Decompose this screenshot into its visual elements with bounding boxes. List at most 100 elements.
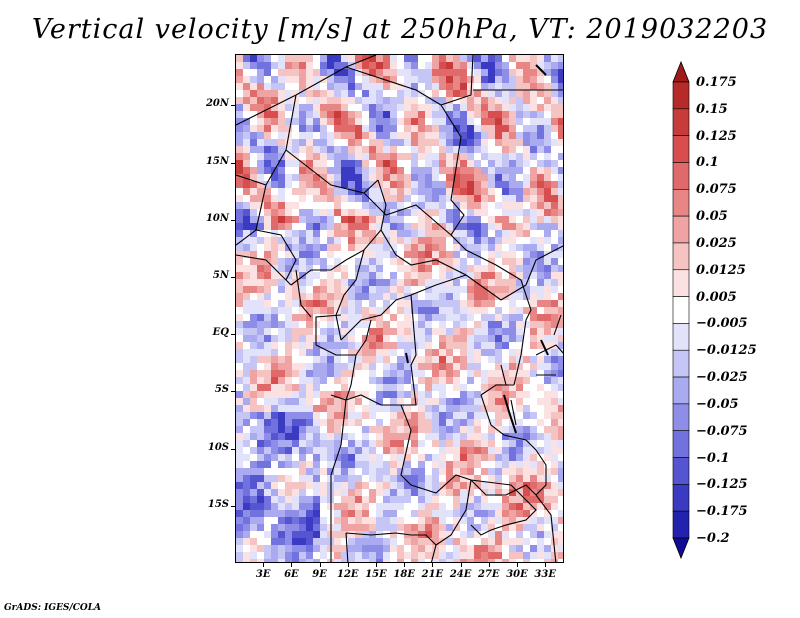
field-cell [418, 426, 426, 434]
field-cell [460, 160, 468, 168]
field-cell [488, 426, 496, 434]
field-cell [250, 391, 258, 399]
field-cell [467, 307, 475, 315]
field-cell [488, 195, 496, 203]
field-cell [257, 314, 265, 322]
field-cell [243, 356, 251, 364]
field-cell [264, 391, 272, 399]
field-cell [369, 461, 377, 469]
field-cell [264, 181, 272, 189]
field-cell [453, 188, 461, 196]
field-cell [348, 447, 356, 455]
field-cell [397, 307, 405, 315]
field-cell [446, 293, 454, 301]
field-cell [369, 468, 377, 476]
field-cell [523, 349, 531, 357]
field-cell [439, 223, 447, 231]
field-cell [390, 188, 398, 196]
field-cell [243, 118, 251, 126]
field-cell [341, 132, 349, 140]
field-cell [425, 356, 433, 364]
field-cell [341, 76, 349, 84]
field-cell [271, 447, 279, 455]
field-cell [439, 209, 447, 217]
field-cell [390, 489, 398, 497]
field-cell [257, 454, 265, 462]
field-cell [369, 377, 377, 385]
field-cell [453, 412, 461, 420]
field-cell [502, 321, 510, 329]
field-cell [551, 321, 559, 329]
field-cell [397, 104, 405, 112]
field-cell [292, 160, 300, 168]
field-cell [495, 209, 503, 217]
field-cell [271, 391, 279, 399]
field-cell [474, 349, 482, 357]
field-cell [474, 111, 482, 119]
field-cell [488, 174, 496, 182]
field-cell [285, 174, 293, 182]
field-cell [481, 384, 489, 392]
field-cell [537, 167, 545, 175]
field-cell [481, 370, 489, 378]
field-cell [488, 202, 496, 210]
field-cell [327, 146, 335, 154]
field-cell [341, 489, 349, 497]
field-cell [327, 237, 335, 245]
field-cell [509, 55, 517, 63]
field-cell [516, 510, 524, 518]
field-cell [446, 188, 454, 196]
field-cell [397, 223, 405, 231]
field-cell [383, 69, 391, 77]
field-cell [278, 307, 286, 315]
field-cell [523, 160, 531, 168]
field-cell [264, 440, 272, 448]
field-cell [411, 195, 419, 203]
field-cell [502, 489, 510, 497]
field-cell [474, 335, 482, 343]
field-cell [404, 384, 412, 392]
field-cell [376, 279, 384, 287]
field-cell [523, 125, 531, 133]
field-cell [418, 454, 426, 462]
field-cell [544, 237, 552, 245]
field-cell [418, 202, 426, 210]
field-cell [558, 538, 563, 546]
field-cell [411, 496, 419, 504]
field-cell [418, 244, 426, 252]
field-cell [243, 272, 251, 280]
field-cell [537, 153, 545, 161]
field-cell [558, 251, 563, 259]
field-cell [243, 216, 251, 224]
field-cell [348, 349, 356, 357]
country-borders [236, 55, 563, 562]
field-cell [327, 202, 335, 210]
field-cell [481, 559, 489, 562]
field-cell [257, 104, 265, 112]
field-cell [453, 349, 461, 357]
field-cell [243, 195, 251, 203]
field-cell [299, 545, 307, 553]
field-cell [236, 349, 244, 357]
field-cell [523, 55, 531, 63]
field-cell [250, 489, 258, 497]
field-cell [348, 307, 356, 315]
field-cell [418, 258, 426, 266]
field-cell [488, 132, 496, 140]
field-cell [425, 265, 433, 273]
field-cell [306, 188, 314, 196]
field-cell [558, 384, 563, 392]
field-cell [439, 83, 447, 91]
field-cell [502, 62, 510, 70]
field-cell [509, 174, 517, 182]
field-cell [516, 489, 524, 497]
field-cell [362, 356, 370, 364]
field-cell [285, 419, 293, 427]
field-cell [285, 335, 293, 343]
field-cell [502, 440, 510, 448]
field-cell [243, 62, 251, 70]
field-cell [376, 132, 384, 140]
field-cell [243, 265, 251, 273]
field-cell [348, 286, 356, 294]
field-cell [495, 545, 503, 553]
